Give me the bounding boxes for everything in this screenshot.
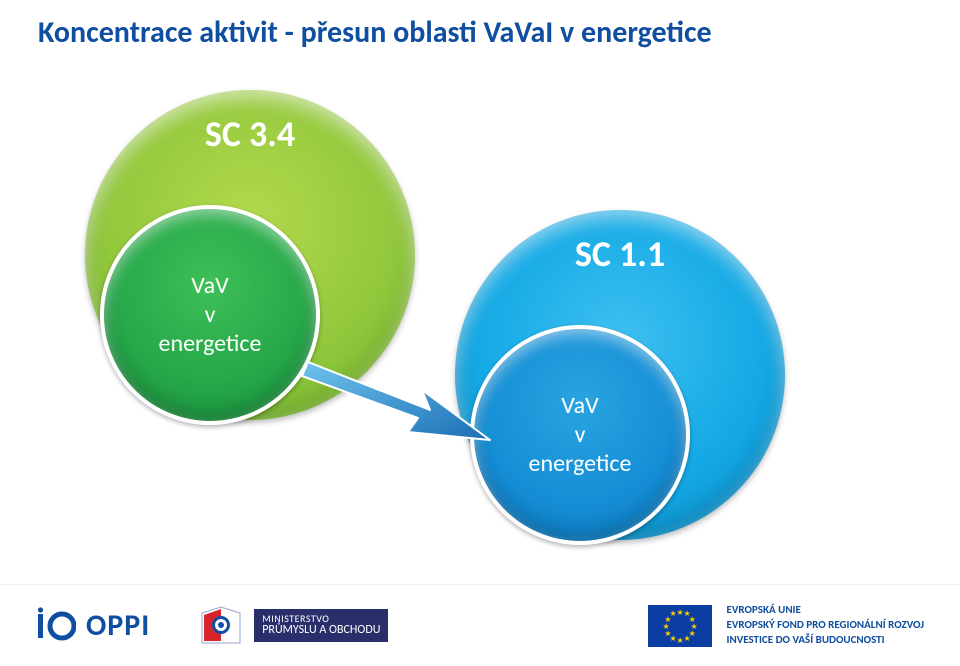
footer-bar: OPPI MINISTERSTVO PRŮMYSLU A OBCHODU ★★★…	[0, 584, 960, 666]
oppi-icon	[36, 606, 76, 646]
eu-star-icon: ★	[670, 609, 677, 619]
vav-blue-l2: v	[575, 420, 586, 449]
eu-text: EVROPSKÁ UNIE EVROPSKÝ FOND PRO REGIONÁL…	[727, 603, 924, 648]
mpo-icon	[198, 603, 244, 649]
eu-star-icon: ★	[677, 636, 684, 646]
vav-green-l3: energetice	[159, 328, 262, 357]
eu-line2: EVROPSKÝ FOND PRO REGIONÁLNÍ ROZVOJ	[727, 618, 924, 633]
eu-line1: EVROPSKÁ UNIE	[727, 603, 924, 618]
eu-line3: INVESTICE DO VAŠÍ BUDOUCNOSTI	[727, 633, 924, 648]
oppi-text: OPPI	[86, 607, 150, 644]
transfer-arrow	[300, 340, 500, 450]
vav-green-l1: VaV	[191, 271, 228, 300]
eu-block: ★★★★★★★★★★★★ EVROPSKÁ UNIE EVROPSKÝ FOND…	[647, 603, 924, 648]
vav-blue-l3: energetice	[529, 448, 632, 477]
mpo-text: MINISTERSTVO PRŮMYSLU A OBCHODU	[254, 609, 388, 642]
eu-flag-icon: ★★★★★★★★★★★★	[647, 604, 713, 648]
circle-vav-green: VaV v energetice	[100, 205, 320, 425]
mpo-logo: MINISTERSTVO PRŮMYSLU A OBCHODU	[198, 603, 388, 649]
circle-sc11-label: SC 1.1	[455, 232, 785, 276]
page-title: Koncentrace aktivit - přesun oblasti VaV…	[38, 14, 712, 51]
eu-star-icon: ★	[684, 634, 691, 644]
circle-vav-blue-label: VaV v energetice	[474, 392, 686, 478]
circle-sc34-label: SC 3.4	[85, 112, 415, 156]
circle-vav-green-label: VaV v energetice	[104, 272, 316, 358]
oppi-logo: OPPI	[36, 606, 150, 646]
mpo-line2: PRŮMYSLU A OBCHODU	[262, 624, 380, 638]
circle-vav-blue: VaV v energetice	[470, 325, 690, 545]
footer-inner: OPPI MINISTERSTVO PRŮMYSLU A OBCHODU ★★★…	[0, 585, 960, 666]
vav-green-l2: v	[205, 300, 216, 329]
vav-blue-l1: VaV	[561, 391, 598, 420]
